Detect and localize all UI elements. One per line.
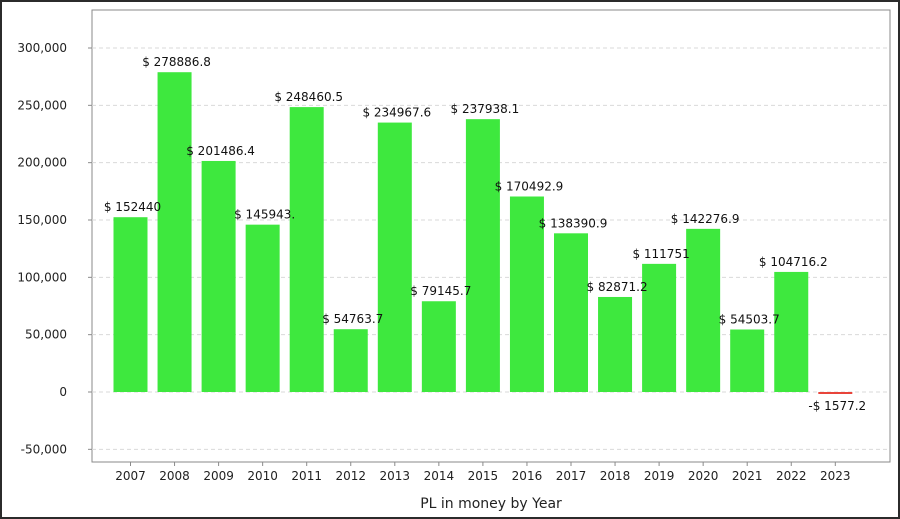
bar-2017 <box>554 233 588 392</box>
bar-2014 <box>421 301 456 392</box>
bar-2021 <box>730 329 765 392</box>
y-tick-label: 0 <box>59 385 67 399</box>
x-tick-label: 2013 <box>380 469 411 483</box>
data-label-2014: $ 79145.7 <box>410 284 471 298</box>
data-label-2019: $ 111751 <box>632 247 689 261</box>
bar-2011 <box>289 107 324 392</box>
bar-2009 <box>201 160 236 392</box>
bar-2008 <box>157 72 192 392</box>
data-label-2023: -$ 1577.2 <box>808 399 866 413</box>
x-tick-label: 2012 <box>335 469 366 483</box>
x-tick-label: 2020 <box>688 469 719 483</box>
x-tick-label: 2015 <box>468 469 499 483</box>
data-label-2016: $ 170492.9 <box>495 180 564 194</box>
x-tick-label: 2019 <box>644 469 675 483</box>
data-label-2011: $ 248460.5 <box>274 90 343 104</box>
x-tick-label: 2007 <box>115 469 146 483</box>
bar-2013 <box>377 122 412 392</box>
x-tick-label: 2022 <box>776 469 807 483</box>
y-tick-label: 200,000 <box>17 156 67 170</box>
data-label-2015: $ 237938.1 <box>451 102 520 116</box>
x-tick-label: 2014 <box>424 469 455 483</box>
x-tick-label: 2010 <box>247 469 278 483</box>
bar-2023 <box>818 392 853 394</box>
x-axis-title: PL in money by Year <box>420 496 562 512</box>
x-tick-label: 2023 <box>820 469 851 483</box>
y-tick-label: 50,000 <box>25 328 67 342</box>
bars <box>113 72 853 394</box>
data-labels: $ 152440 $ 278886.8 $ 201486.4 $ 145943. $ 2… <box>104 55 866 413</box>
x-tick-label: 2009 <box>203 469 234 483</box>
y-tick-label: 250,000 <box>17 98 67 112</box>
bar-2016 <box>509 196 544 392</box>
y-tick-label: 100,000 <box>17 270 67 284</box>
bar-2012 <box>333 329 368 392</box>
y-tick-label: -50,000 <box>21 442 67 456</box>
y-axis-ticks: -50,000 0 50,000 100,000 150,000 200,000 250,0… <box>17 41 92 456</box>
data-label-2020: $ 142276.9 <box>671 212 740 226</box>
y-tick-label: 300,000 <box>17 41 67 55</box>
data-label-2012: $ 54763.7 <box>322 312 383 326</box>
data-label-2017: $ 138390.9 <box>539 216 608 230</box>
data-label-2010: $ 145943. <box>234 208 295 222</box>
bar-2019 <box>642 263 677 392</box>
data-label-2008: $ 278886.8 <box>142 55 211 69</box>
data-label-2022: $ 104716.2 <box>759 255 828 269</box>
bar-2015 <box>465 119 500 393</box>
y-tick-label: 150,000 <box>17 213 67 227</box>
x-tick-label: 2011 <box>291 469 322 483</box>
data-label-2009: $ 201486.4 <box>186 144 255 158</box>
data-label-2018: $ 82871.2 <box>587 280 648 294</box>
bar-2007 <box>113 217 148 392</box>
x-tick-label: 2018 <box>600 469 631 483</box>
x-tick-label: 2008 <box>159 469 190 483</box>
bar-2018 <box>598 296 633 392</box>
bar-2022 <box>774 271 809 392</box>
data-label-2013: $ 234967.6 <box>362 106 431 120</box>
data-label-2007: $ 152440 <box>104 200 161 214</box>
data-label-2021: $ 54503.7 <box>719 313 780 327</box>
x-axis-ticks: 2007 2008 2009 2010 2011 2012 2013 2014 2015 2016… <box>115 462 851 483</box>
x-tick-label: 2016 <box>512 469 543 483</box>
x-tick-label: 2021 <box>732 469 763 483</box>
bar-2010 <box>245 224 280 392</box>
x-tick-label: 2017 <box>556 469 587 483</box>
bar-2020 <box>686 228 721 392</box>
